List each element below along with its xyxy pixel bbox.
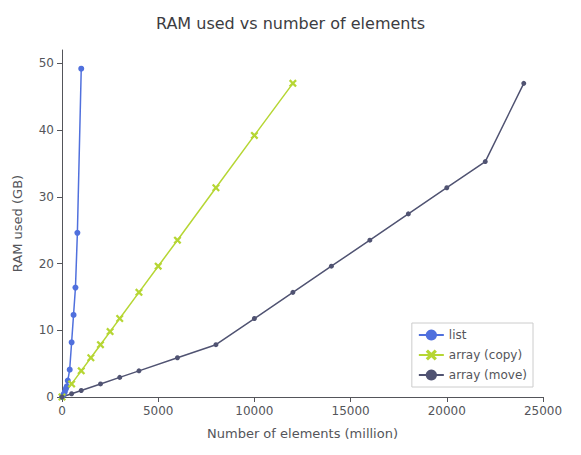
svg-text:25000: 25000 <box>524 404 562 418</box>
svg-text:RAM used vs number of elements: RAM used vs number of elements <box>156 14 425 33</box>
svg-text:20: 20 <box>39 257 54 271</box>
svg-text:30: 30 <box>39 190 54 204</box>
svg-text:5000: 5000 <box>143 404 174 418</box>
svg-text:list: list <box>449 328 467 342</box>
svg-text:10000: 10000 <box>235 404 273 418</box>
svg-text:50: 50 <box>39 56 54 70</box>
svg-text:RAM used (GB): RAM used (GB) <box>10 175 25 272</box>
svg-text:10: 10 <box>39 323 54 337</box>
svg-text:15000: 15000 <box>332 404 370 418</box>
svg-text:0: 0 <box>58 404 66 418</box>
svg-text:20000: 20000 <box>428 404 466 418</box>
svg-text:Number of elements (million): Number of elements (million) <box>207 426 398 441</box>
svg-text:0: 0 <box>46 390 54 404</box>
svg-text:40: 40 <box>39 123 54 137</box>
svg-text:array (copy): array (copy) <box>449 348 522 362</box>
svg-text:array (move): array (move) <box>449 368 527 382</box>
